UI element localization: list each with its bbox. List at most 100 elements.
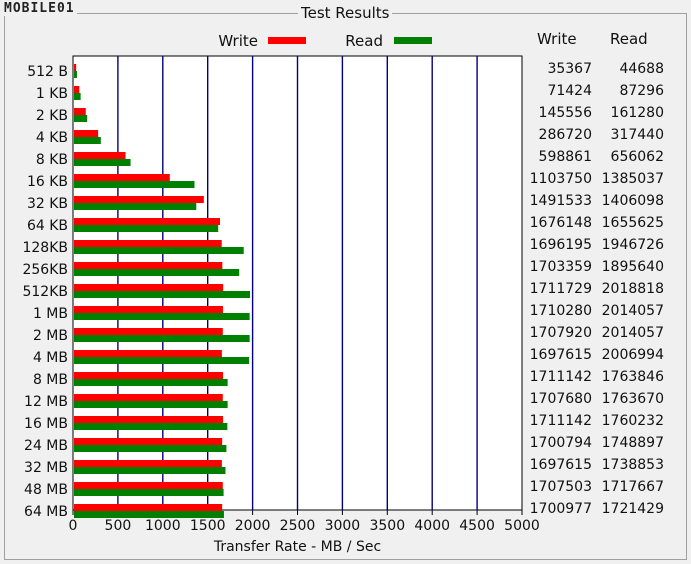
table-cell-read: 1406098	[601, 193, 664, 209]
x-tick-label: 3500	[369, 518, 405, 534]
bar-write	[74, 504, 223, 511]
table-cell-write: 1707920	[529, 325, 592, 341]
table-cell-read: 44688	[619, 61, 664, 77]
table-cell-read: 656062	[610, 149, 664, 165]
table-cell-read: 87296	[619, 83, 664, 99]
table-cell-read: 1717667	[601, 479, 664, 495]
category-label: 2 KB	[36, 108, 68, 124]
category-label: 2 MB	[33, 328, 68, 344]
bar-write	[74, 240, 222, 247]
legend-swatch	[394, 37, 432, 44]
bar-read	[74, 137, 101, 144]
bar-write	[74, 64, 77, 71]
bar-read	[74, 159, 131, 166]
table-cell-write: 1707503	[529, 479, 592, 495]
bar-write	[74, 438, 223, 445]
bar-write	[74, 108, 86, 115]
table-cell-write: 1710280	[529, 303, 592, 319]
category-label: 32 KB	[27, 196, 68, 212]
x-tick-label: 0	[69, 518, 78, 534]
x-tick-label: 500	[105, 518, 132, 534]
x-tick-label: 1500	[190, 518, 226, 534]
bar-read	[74, 71, 77, 78]
table-cell-write: 71424	[547, 83, 592, 99]
table-cell-write: 1491533	[529, 193, 592, 209]
table-cell-write: 1711142	[529, 369, 592, 385]
category-label: 64 MB	[24, 504, 68, 520]
table-cell-read: 1748897	[601, 435, 664, 451]
bar-read	[74, 357, 250, 364]
x-tick-label: 5000	[504, 518, 540, 534]
category-label: 512KB	[22, 284, 68, 300]
x-tick-label: 4000	[414, 518, 450, 534]
bar-read	[74, 379, 228, 386]
category-label: 512 B	[27, 64, 68, 80]
table-cell-read: 1385037	[601, 171, 664, 187]
category-label: 16 MB	[24, 416, 68, 432]
category-label: 48 MB	[24, 482, 68, 498]
table-cell-read: 161280	[610, 105, 664, 121]
bar-read	[74, 269, 240, 276]
bar-write	[74, 350, 222, 357]
table-cell-write: 1676148	[529, 215, 592, 231]
table-cell-write: 1711729	[529, 281, 592, 297]
category-label: 32 MB	[24, 460, 68, 476]
category-label: 256KB	[22, 262, 68, 278]
bar-write	[74, 394, 223, 401]
table-cell-write: 1707680	[529, 391, 592, 407]
x-tick-label: 2000	[235, 518, 271, 534]
table-cell-read: 1763670	[601, 391, 664, 407]
table-cell-write: 35367	[547, 61, 592, 77]
table-cell-write: 1711142	[529, 413, 592, 429]
bar-write	[74, 196, 204, 203]
table-cell-write: 598861	[538, 149, 592, 165]
bar-write	[74, 284, 224, 291]
table-header-write: Write	[537, 30, 577, 48]
table-cell-read: 317440	[610, 127, 664, 143]
bar-write	[74, 460, 222, 467]
frame-title: Test Results	[298, 4, 393, 22]
legend-swatch	[268, 37, 306, 44]
table-cell-read: 1721429	[601, 501, 664, 517]
table-cell-read: 1760232	[601, 413, 664, 429]
table-cell-write: 145556	[538, 105, 592, 121]
category-label: 8 MB	[33, 372, 68, 388]
table-cell-read: 2018818	[601, 281, 664, 297]
bar-read	[74, 335, 250, 342]
category-label: 16 KB	[27, 174, 68, 190]
bar-write	[74, 306, 223, 313]
bar-read	[74, 423, 228, 430]
x-tick-label: 1000	[145, 518, 181, 534]
bar-write	[74, 86, 80, 93]
bar-write	[74, 416, 224, 423]
category-label: 24 MB	[24, 438, 68, 454]
table-cell-write: 1700977	[529, 501, 592, 517]
table-cell-write: 1103750	[529, 171, 592, 187]
table-cell-read: 1738853	[601, 457, 664, 473]
bar-read	[74, 181, 195, 188]
table-cell-write: 1697615	[529, 457, 592, 473]
category-label: 1 KB	[36, 86, 68, 102]
x-tick-label: 4500	[459, 518, 495, 534]
table-cell-write: 1696195	[529, 237, 592, 253]
category-label: 12 MB	[24, 394, 68, 410]
bar-read	[74, 511, 224, 518]
bar-read	[74, 115, 88, 122]
bar-read	[74, 445, 227, 452]
category-label: 4 KB	[36, 130, 68, 146]
bar-read	[74, 93, 81, 100]
table-cell-read: 2014057	[601, 325, 664, 341]
category-label: 128KB	[22, 240, 68, 256]
bar-write	[74, 174, 170, 181]
bar-read	[74, 467, 226, 474]
bar-read	[74, 225, 219, 232]
legend-label: Read	[345, 32, 383, 50]
bar-write	[74, 482, 223, 489]
table-cell-read: 1763846	[601, 369, 664, 385]
x-tick-label: 2500	[280, 518, 316, 534]
bar-read	[74, 203, 197, 210]
table-cell-read: 1946726	[601, 237, 664, 253]
bar-write	[74, 218, 221, 225]
category-label: 1 MB	[33, 306, 68, 322]
